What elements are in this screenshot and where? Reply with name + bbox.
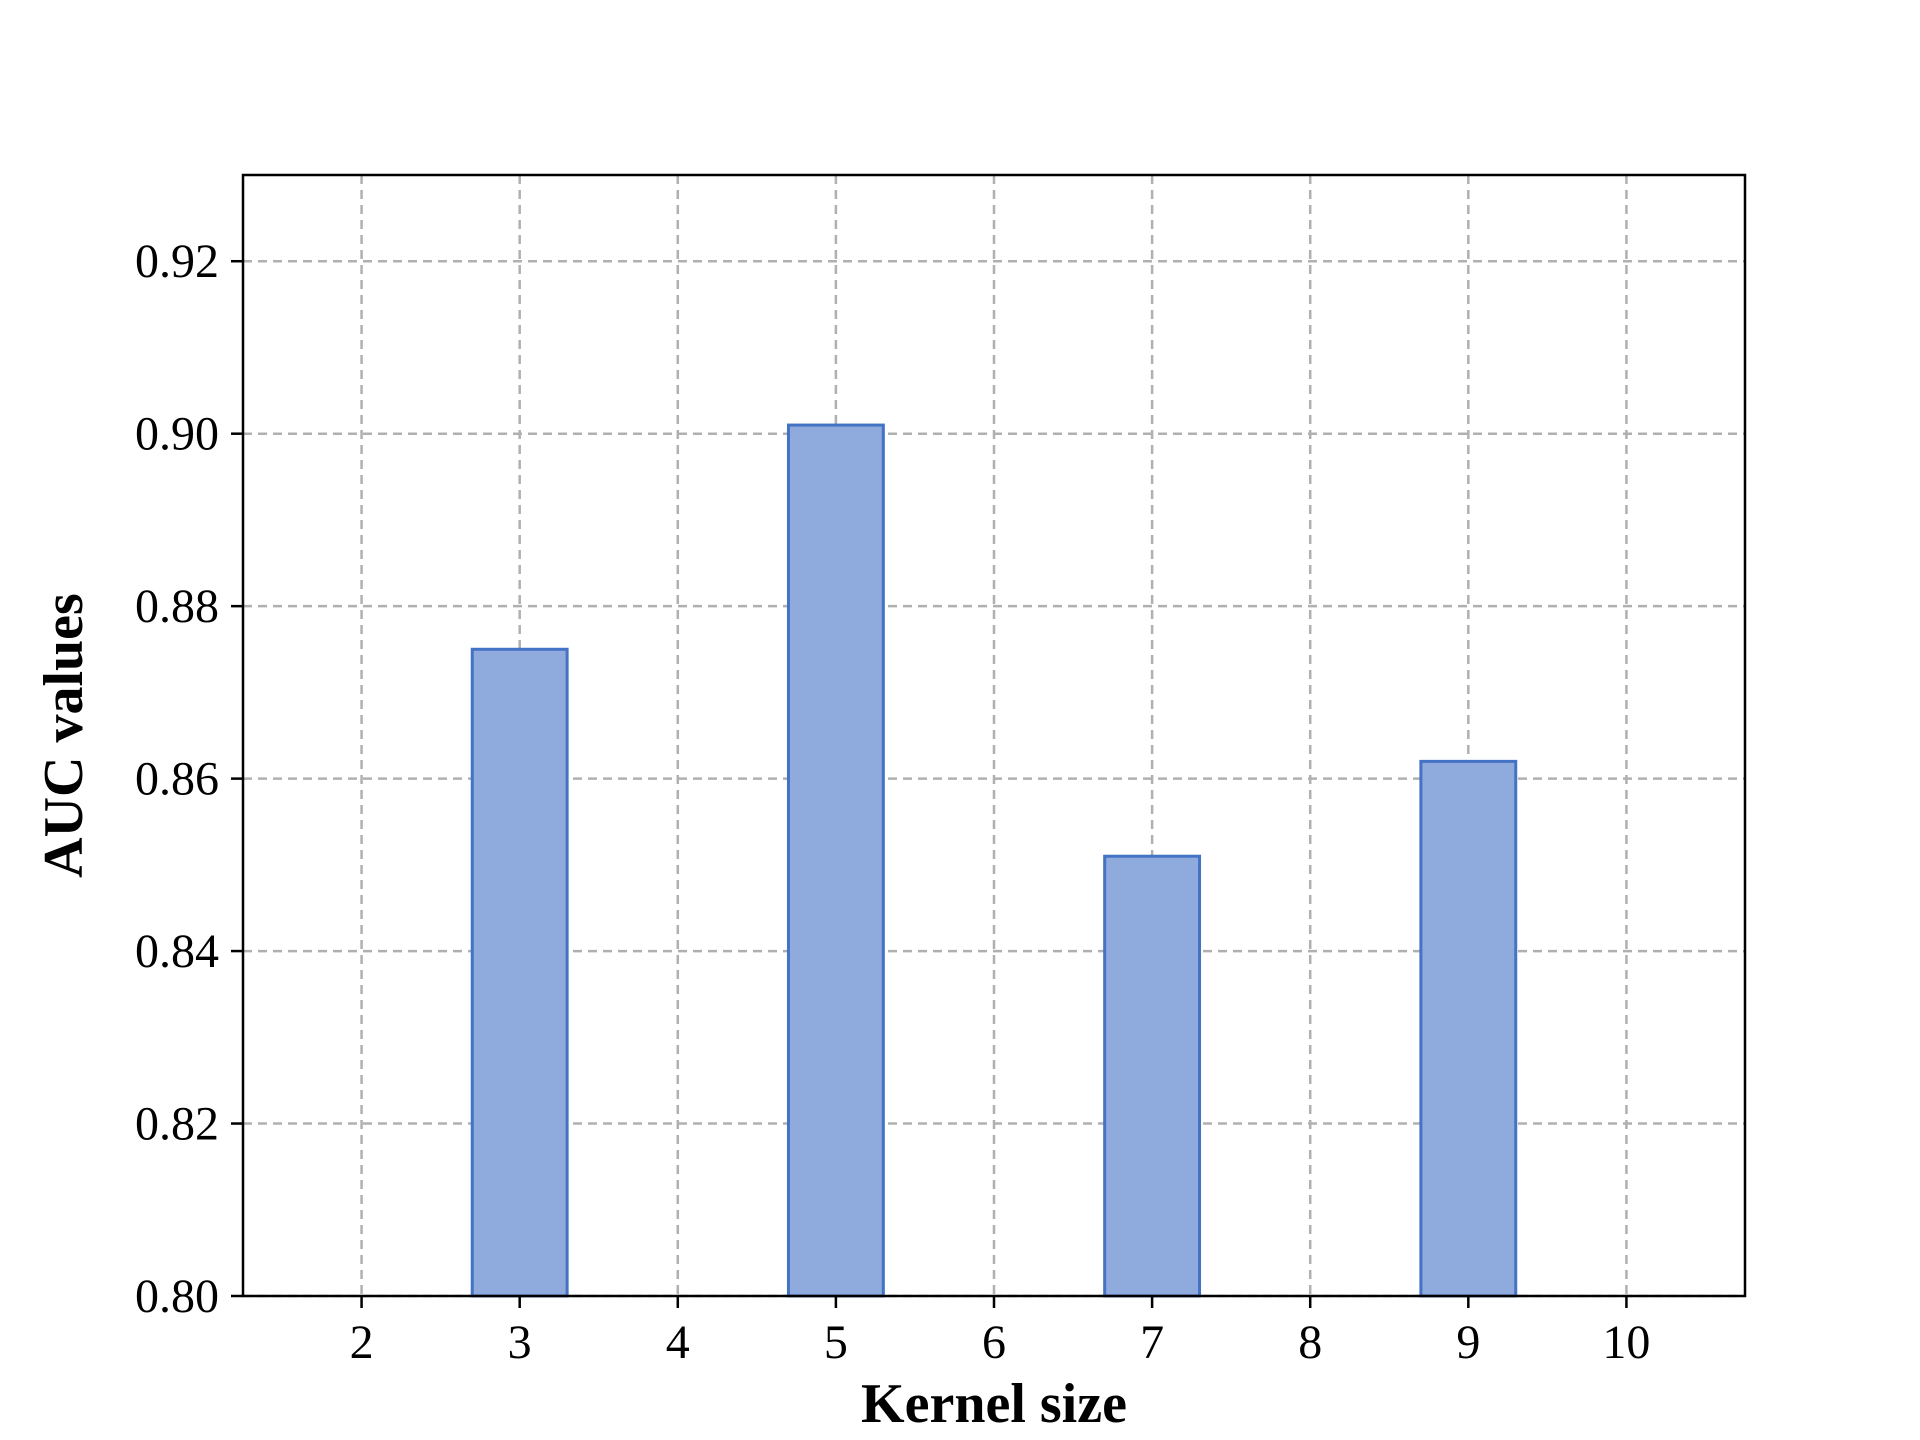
x-tick-label: 3 — [508, 1316, 532, 1369]
x-tick-label: 6 — [982, 1316, 1006, 1369]
bars — [470, 423, 1518, 1298]
y-tick-label: 0.84 — [135, 925, 219, 978]
y-axis-title: AUC values — [33, 593, 95, 878]
bar-kernel-3 — [470, 647, 569, 1298]
y-tick-label: 0.80 — [135, 1270, 219, 1323]
bar-kernel-9 — [1419, 759, 1518, 1298]
bar-kernel-7 — [1103, 854, 1202, 1298]
y-tick-label: 0.86 — [135, 753, 219, 806]
x-tick-label: 5 — [824, 1316, 848, 1369]
x-tick-label: 9 — [1456, 1316, 1480, 1369]
y-tick-label: 0.90 — [135, 408, 219, 461]
y-tick-label: 0.88 — [135, 580, 219, 633]
x-tick-label: 7 — [1140, 1316, 1164, 1369]
ticks: 2 3 4 5 6 7 8 9 10 0.80 0.82 0.84 0.86 0.88 0.90 0.92 — [135, 235, 1650, 1369]
grid — [243, 175, 1745, 1298]
x-axis-title: Kernel size — [861, 1373, 1127, 1435]
y-tick-label: 0.92 — [135, 235, 219, 288]
x-tick-label: 10 — [1602, 1316, 1650, 1369]
y-tick-label: 0.82 — [135, 1098, 219, 1151]
x-tick-label: 4 — [666, 1316, 690, 1369]
bar-kernel-5 — [786, 423, 885, 1298]
x-tick-label: 2 — [350, 1316, 374, 1369]
x-tick-label: 8 — [1298, 1316, 1322, 1369]
